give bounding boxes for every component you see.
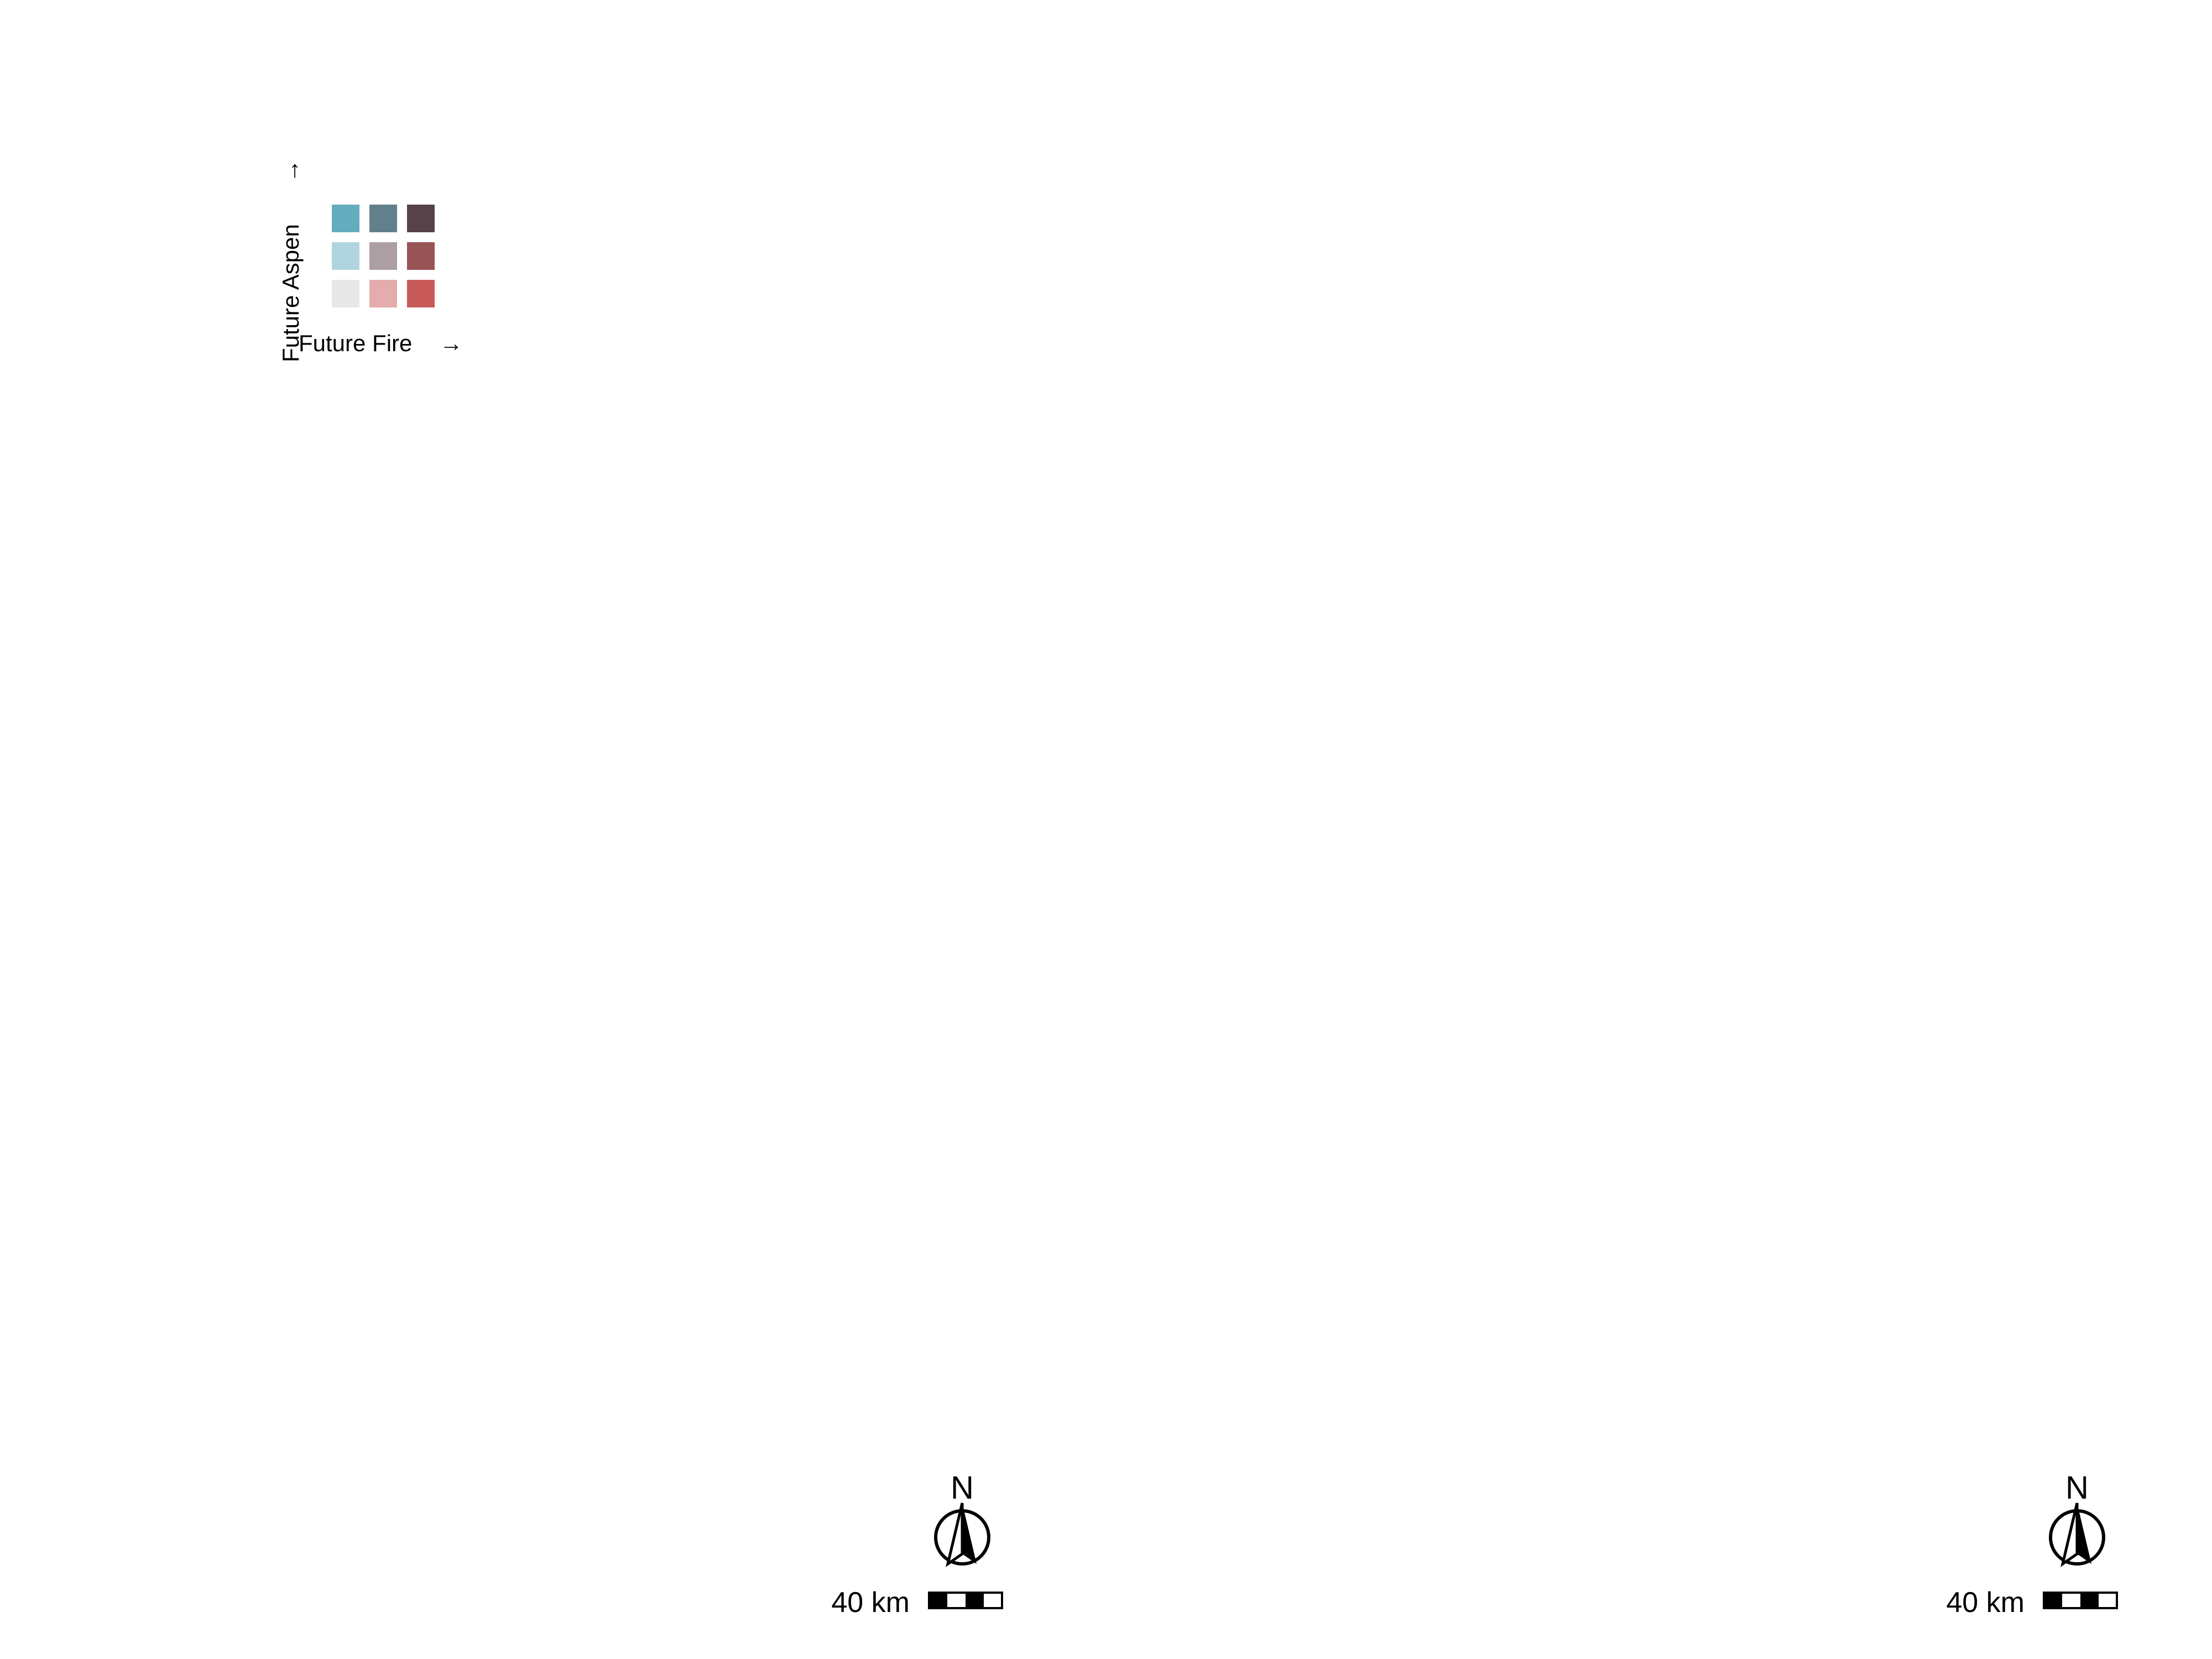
scale-bar-icon bbox=[2043, 1592, 2118, 1609]
north-arrow-icon bbox=[2049, 1503, 2105, 1567]
scale-bar-label: 40 km bbox=[831, 1587, 910, 1619]
legend-x-arrow: → bbox=[440, 330, 463, 356]
legend-swatch bbox=[369, 242, 397, 270]
map-left-cells bbox=[100, 70, 1060, 1647]
legend-x-label: Future Fire bbox=[299, 330, 412, 356]
legend-y-label: Future Aspen bbox=[278, 224, 304, 362]
legend-swatch bbox=[369, 205, 397, 232]
map-decorations-left: N 40 km bbox=[831, 1470, 1003, 1619]
scale-bar-label: 40 km bbox=[1946, 1587, 2025, 1619]
legend-swatch bbox=[407, 205, 435, 232]
legend-swatch bbox=[369, 280, 397, 307]
legend-swatch bbox=[407, 242, 435, 270]
legend-swatch bbox=[332, 205, 359, 232]
bivariate-legend: Future Aspen → Future Fire → bbox=[278, 159, 463, 362]
legend-grid bbox=[332, 205, 435, 307]
map-right-cells bbox=[1248, 100, 2119, 1618]
map-gaps bbox=[462, 697, 2016, 1416]
north-arrow-icon bbox=[934, 1503, 990, 1567]
north-label: N bbox=[951, 1470, 974, 1506]
legend-swatch bbox=[332, 242, 359, 270]
north-label: N bbox=[2065, 1470, 2089, 1506]
map-decorations-right: N 40 km bbox=[1946, 1470, 2118, 1619]
legend-swatch bbox=[332, 280, 359, 307]
legend-swatch bbox=[407, 280, 435, 307]
legend-y-arrow: → bbox=[278, 159, 304, 182]
scale-bar-icon bbox=[928, 1592, 1003, 1609]
